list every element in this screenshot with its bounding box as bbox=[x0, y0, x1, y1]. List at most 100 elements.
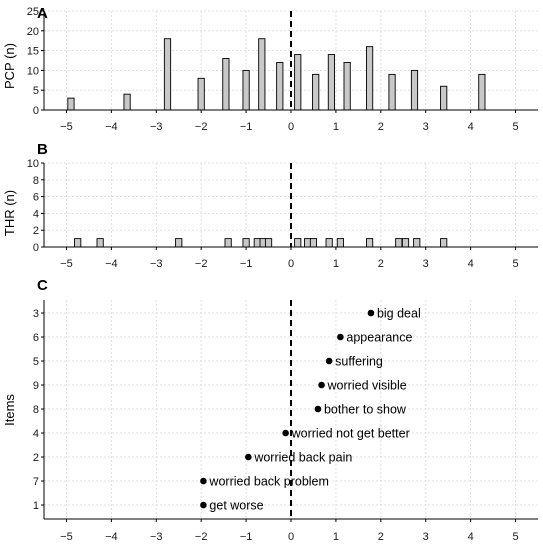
panel-b-bar bbox=[242, 238, 250, 248]
panel-a-x-tick-label: 2 bbox=[378, 121, 384, 133]
panel-c-ylabel: Items bbox=[2, 394, 17, 426]
panel-b-bar bbox=[365, 238, 374, 248]
panel-c-y-tick-label: 8 bbox=[33, 404, 39, 416]
panel-a-ylabel: PCP (n) bbox=[2, 43, 17, 89]
panel-c-y-tick-label: 7 bbox=[33, 476, 39, 488]
panel-a-bar bbox=[197, 77, 205, 111]
panel-a-bar bbox=[123, 93, 131, 111]
panel-b-bar bbox=[224, 238, 232, 248]
panel-a-y-tick-label: 5 bbox=[33, 85, 39, 97]
panel-a-x-tick-label: 4 bbox=[468, 121, 474, 133]
panel-a-bar bbox=[163, 38, 172, 111]
panel-b-y-tick-label: 8 bbox=[33, 175, 39, 187]
panel-a-y-tick-label: 20 bbox=[27, 26, 39, 38]
panel-b-y-tick-label: 4 bbox=[33, 208, 39, 220]
panel-b-x-tick-label: 4 bbox=[468, 258, 474, 270]
panel-c-point bbox=[337, 333, 344, 341]
panel-a-bar bbox=[276, 62, 284, 111]
panel-b-x-tick-label: 5 bbox=[512, 258, 518, 270]
panel-b-bar bbox=[253, 238, 261, 248]
panel-c-x-tick-label: −3 bbox=[150, 531, 163, 543]
panel-c-y-tick-label: 4 bbox=[33, 428, 39, 440]
panel-b-bar bbox=[336, 238, 344, 248]
panel-a-bar bbox=[440, 85, 448, 111]
panel-c-y-tick-label: 6 bbox=[33, 332, 39, 344]
panel-c-dot-plot: 3 6 5 9 8 4 2 7 1 big deal appearance suffering worr… bbox=[33, 300, 538, 543]
panel-c-point bbox=[200, 477, 207, 485]
panel-a-bar bbox=[222, 58, 230, 111]
panel-b-bar bbox=[304, 238, 312, 248]
panel-a-bar bbox=[67, 97, 75, 111]
panel-c-point-label: worried back pain bbox=[253, 451, 352, 465]
panel-c-point-label: get worse bbox=[209, 499, 263, 513]
panel-b-bar bbox=[96, 238, 104, 248]
panel-b-x-tick-label: −2 bbox=[195, 258, 208, 270]
panel-a-y-tick-label: 0 bbox=[33, 105, 39, 117]
panel-c-point-label: worried back problem bbox=[208, 475, 329, 489]
panel-b-bar bbox=[401, 238, 410, 248]
panel-b-bar bbox=[294, 238, 302, 248]
panel-b-ylabel: THR (n) bbox=[2, 190, 17, 236]
panel-a-bar bbox=[388, 73, 396, 111]
panel-letter-b: B bbox=[37, 141, 48, 158]
panel-b-bar bbox=[264, 238, 273, 248]
panel-a-bar bbox=[478, 73, 486, 111]
panel-b-bar bbox=[413, 238, 421, 248]
panel-c-x-tick-label: 1 bbox=[333, 531, 339, 543]
panel-b-x-tick-label: 3 bbox=[423, 258, 429, 270]
panel-a-bar bbox=[258, 38, 266, 111]
panel-c-y-tick-label: 2 bbox=[33, 452, 39, 464]
panel-a-x-tick-label: −3 bbox=[150, 121, 163, 133]
panel-b-histogram: 0 2 4 6 8 10 −5 −4 −3 −2 −1 0 1 2 3 4 5 bbox=[27, 158, 538, 270]
panel-c-y-tick-label: 5 bbox=[33, 356, 39, 368]
panel-c-x-tick-label: −4 bbox=[105, 531, 118, 543]
panel-letter-c: C bbox=[37, 277, 48, 294]
panel-b-y-tick-label: 10 bbox=[27, 158, 39, 170]
panel-c-point-label: bother to show bbox=[324, 403, 407, 417]
panel-a-x-tick-label: 3 bbox=[423, 121, 429, 133]
panel-b-x-tick-label: −1 bbox=[240, 258, 253, 270]
panel-c-x-tick-label: 2 bbox=[378, 531, 384, 543]
panel-a-x-tick-label: −1 bbox=[240, 121, 253, 133]
panel-a-x-tick-label: −5 bbox=[60, 121, 73, 133]
panel-b-bar bbox=[395, 238, 403, 248]
panel-c-x-tick-label: 3 bbox=[423, 531, 429, 543]
panel-b-bar bbox=[440, 238, 448, 248]
panel-a-bar bbox=[410, 69, 419, 111]
panel-c-x-tick-label: 5 bbox=[512, 531, 518, 543]
panel-a-y-tick-label: 10 bbox=[27, 65, 39, 77]
panel-a-bar bbox=[343, 62, 351, 111]
panel-a-histogram: 0 5 10 15 20 25 −5 −4 −3 −2 −1 0 1 2 3 4 5 bbox=[27, 6, 538, 133]
panel-c-point bbox=[325, 357, 333, 365]
panel-a-y-tick-label: 15 bbox=[27, 46, 39, 58]
panel-c-point bbox=[200, 501, 207, 509]
panel-c-point bbox=[282, 429, 289, 437]
panel-a-bar bbox=[242, 69, 250, 111]
panel-b-bar bbox=[325, 238, 333, 248]
panel-a-x-tick-label: −4 bbox=[105, 121, 118, 133]
panel-c-point-label: suffering bbox=[335, 355, 383, 369]
panel-c-x-tick-label: −5 bbox=[60, 531, 73, 543]
panel-b-x-tick-label: 0 bbox=[288, 258, 294, 270]
panel-c-point-label: appearance bbox=[346, 331, 412, 345]
panel-c-point bbox=[318, 381, 325, 389]
panel-b-x-tick-label: 1 bbox=[333, 258, 339, 270]
panel-c-point-label: worried visible bbox=[327, 379, 407, 393]
panel-a-x-tick-label: −2 bbox=[195, 121, 208, 133]
panel-b-x-tick-label: 2 bbox=[378, 258, 384, 270]
panel-c-y-tick-label: 9 bbox=[33, 380, 39, 392]
panel-b-bar bbox=[175, 238, 183, 248]
panel-a-bar bbox=[294, 54, 302, 111]
panel-c-x-tick-label: 4 bbox=[468, 531, 474, 543]
panel-c-x-tick-label: −1 bbox=[240, 531, 253, 543]
panel-b-x-tick-label: −4 bbox=[105, 258, 118, 270]
panel-c-point-label: big deal bbox=[377, 307, 421, 321]
panel-a-bar bbox=[365, 46, 374, 111]
panel-a-x-tick-label: 5 bbox=[512, 121, 518, 133]
panel-c-point bbox=[314, 405, 322, 413]
panel-c-y-tick-label: 1 bbox=[33, 500, 39, 512]
panel-b-x-tick-label: −5 bbox=[60, 258, 73, 270]
panel-letter-a: A bbox=[37, 5, 48, 22]
panel-b-bar bbox=[74, 238, 82, 248]
